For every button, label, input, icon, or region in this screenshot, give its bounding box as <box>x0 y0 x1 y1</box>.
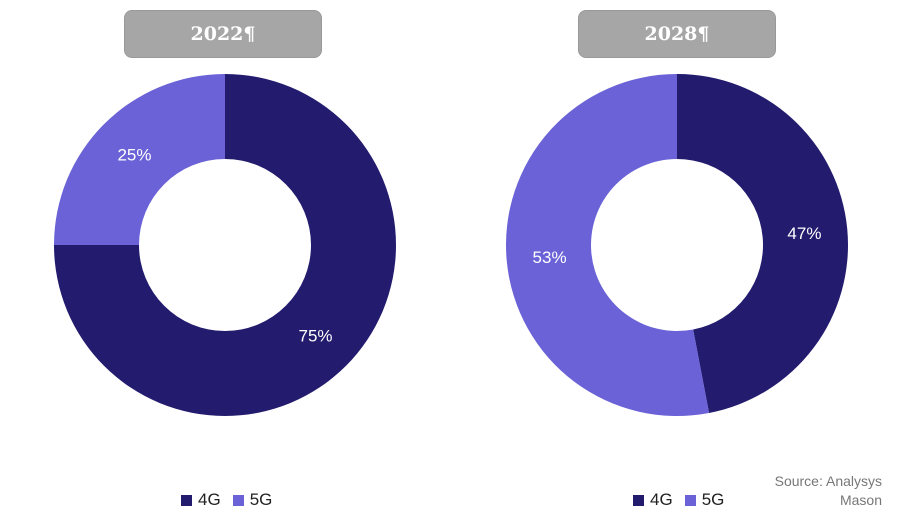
legend-swatch-4g <box>181 494 192 506</box>
legend-2028: 4G 5G <box>633 490 724 510</box>
slice-4g-0 <box>54 74 396 416</box>
source-line-2: Mason <box>839 492 882 508</box>
data-label-5g-0: 25% <box>117 145 151 164</box>
slice-5g-0 <box>54 74 225 245</box>
slice-4g-1 <box>677 74 849 413</box>
data-label-5g-1: 53% <box>533 248 567 267</box>
legend-label-5g: 5G <box>249 490 273 509</box>
legend-swatch-5g <box>684 494 696 506</box>
data-label-4g-0: 75% <box>298 327 332 346</box>
legend-swatch-4g <box>633 494 644 506</box>
legend-label-4g: 4G <box>198 490 221 509</box>
legend-swatch-5g <box>232 494 244 506</box>
legend-label-5g: 5G <box>701 490 725 509</box>
slice-5g-1 <box>506 74 710 416</box>
legend-2022: 4G 5G <box>181 490 272 510</box>
data-label-4g-1: 47% <box>787 224 821 243</box>
legend-label-4g: 4G <box>650 490 673 509</box>
source-line-1: Source: Analysys <box>774 473 882 489</box>
source-note: Source: Analysys Mason <box>742 472 882 510</box>
chart-title-2022: 2022¶ <box>124 10 322 58</box>
chart-title-2028: 2028¶ <box>578 10 776 58</box>
